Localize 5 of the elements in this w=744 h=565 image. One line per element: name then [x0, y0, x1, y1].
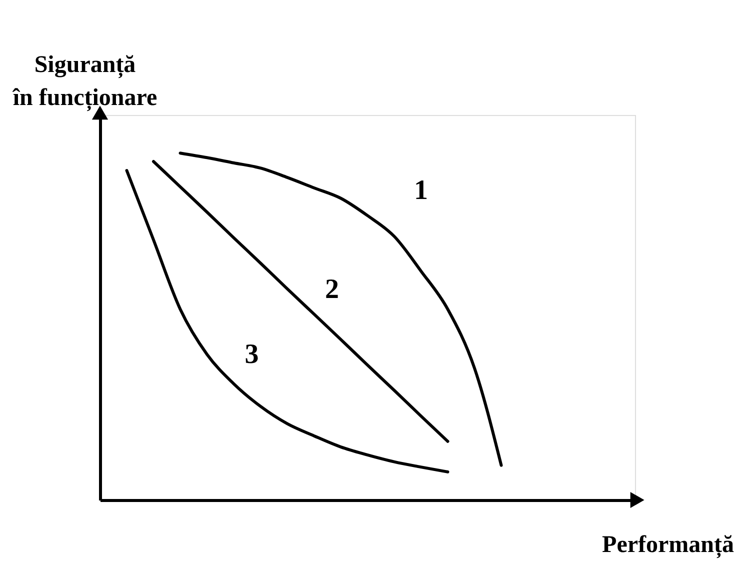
x-axis-title: Performanță: [602, 532, 734, 559]
series-label: 3: [244, 338, 259, 370]
series-label: 1: [414, 175, 428, 206]
y-axis-title: Siguranță în funcționare: [12, 52, 158, 112]
series-label: 2: [325, 274, 339, 306]
